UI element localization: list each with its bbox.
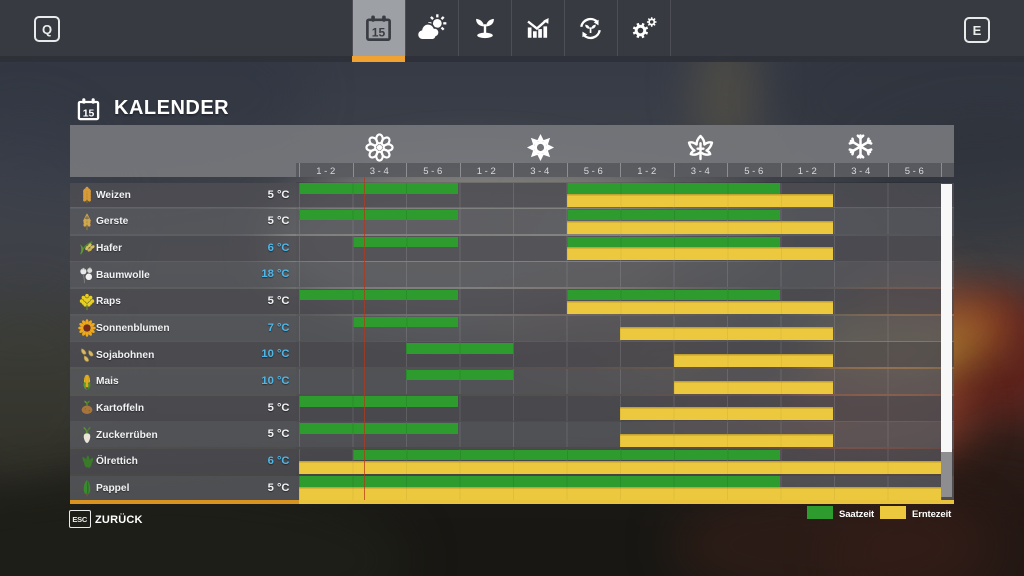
svg-text:15: 15	[83, 109, 95, 120]
svg-text:15: 15	[372, 25, 386, 39]
